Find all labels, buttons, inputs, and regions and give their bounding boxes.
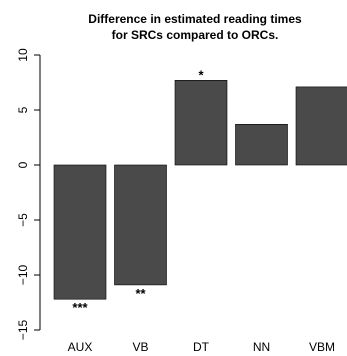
y-tick-label: 5	[16, 106, 30, 113]
chart-title: Difference in estimated reading times	[88, 12, 302, 26]
x-category-label: AUX	[68, 340, 93, 354]
bar	[114, 164, 167, 286]
bars-group	[53, 80, 347, 300]
x-category-label: VBM	[309, 340, 335, 354]
x-category-label: DT	[193, 340, 210, 354]
significance-label: *	[198, 67, 204, 82]
y-tick-label: −10	[16, 264, 30, 285]
bar	[235, 124, 288, 166]
y-tick-label: −15	[16, 319, 30, 340]
x-axis-labels: AUX VB DT NN VBM	[68, 340, 335, 354]
y-tick-label: −5	[16, 213, 30, 227]
chart-subtitle: for SRCs compared to ORCs.	[112, 28, 279, 42]
bar	[295, 86, 347, 166]
y-tick-label: 10	[16, 48, 30, 62]
significance-label: **	[135, 286, 146, 301]
bar	[174, 80, 228, 166]
y-tick-label: 0	[16, 161, 30, 168]
significance-labels: ******	[72, 67, 204, 315]
x-category-label: NN	[253, 340, 270, 354]
bar	[53, 164, 107, 300]
y-axis: −15 −10 −5 0 5 10	[16, 48, 41, 340]
x-category-label: VB	[132, 340, 148, 354]
significance-label: ***	[72, 300, 88, 315]
